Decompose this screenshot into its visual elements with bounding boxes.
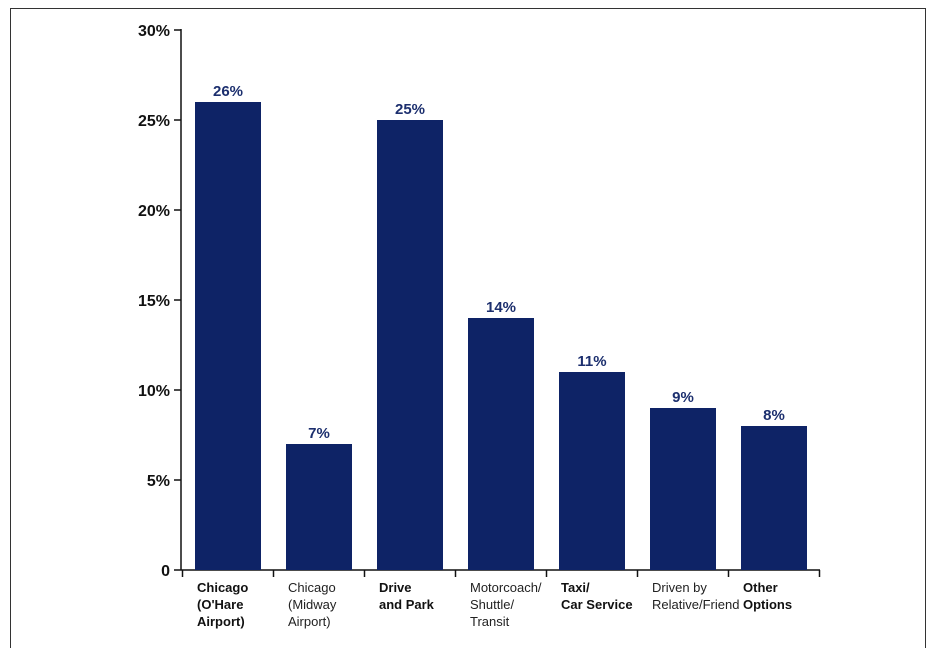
x-tick-label: Other Options — [743, 580, 792, 612]
bar-value-label: 8% — [763, 407, 785, 424]
x-tick-label: Chicago (O'Hare Airport) — [197, 580, 248, 629]
x-tick-label-line: Chicago — [288, 580, 336, 595]
x-tick-label: Drive and Park — [379, 580, 435, 612]
bar — [377, 120, 443, 570]
y-tick-label: 30% — [138, 23, 170, 40]
x-tick-label-line: Motorcoach/ — [470, 580, 542, 595]
bar-value-label: 25% — [395, 101, 425, 118]
chart-frame — [10, 8, 926, 648]
x-tick-label-line: Chicago — [197, 580, 248, 595]
x-tick-label-line: Shuttle/ — [470, 597, 514, 612]
x-tick-label-line: Relative/Friend — [652, 597, 739, 612]
y-tick-label: 15% — [138, 293, 170, 310]
x-tick-label-line: Taxi/ — [561, 580, 590, 595]
x-tick-label-line: Airport) — [197, 614, 245, 629]
bar-value-label: 26% — [213, 83, 243, 100]
bar-value-label: 14% — [486, 299, 516, 316]
x-tick-label-line: (Midway — [288, 597, 337, 612]
x-tick-label-line: Options — [743, 597, 792, 612]
y-tick-label: 0 — [161, 563, 170, 580]
labels: 26% Chicago (O'Hare Airport) 7% Chicago (Midwa… — [197, 83, 792, 629]
bars — [195, 102, 807, 570]
y-tick-label: 25% — [138, 113, 170, 130]
x-tick-label-line: Car Service — [561, 597, 633, 612]
x-tick-label: Chicago (Midway Airport) — [288, 580, 337, 629]
x-tick-label: Driven by Relative/Friend — [652, 580, 739, 612]
y-tick-label: 20% — [138, 203, 170, 220]
y-tick-label: 5% — [147, 473, 170, 490]
bar — [559, 372, 625, 570]
bar-value-label: 7% — [308, 425, 330, 442]
bar — [741, 426, 807, 570]
x-tick-label-line: Driven by — [652, 580, 707, 595]
x-tick-label-line: Other — [743, 580, 778, 595]
y-tick-label: 10% — [138, 383, 170, 400]
x-tick-label-line: Airport) — [288, 614, 331, 629]
bar — [650, 408, 716, 570]
x-tick-label: Motorcoach/Shuttle/Transit — [470, 580, 542, 629]
x-tick-label-line: and Park — [379, 597, 435, 612]
x-tick-label: Taxi/Car Service — [561, 580, 633, 612]
x-tick-label-line: Drive — [379, 580, 412, 595]
bar-value-label: 11% — [577, 353, 606, 370]
x-tick-label-line: (O'Hare — [197, 597, 243, 612]
bar — [195, 102, 261, 570]
x-tick-label-line: Transit — [470, 614, 510, 629]
bar — [286, 444, 352, 570]
bar-value-label: 9% — [672, 389, 694, 406]
bar — [468, 318, 534, 570]
